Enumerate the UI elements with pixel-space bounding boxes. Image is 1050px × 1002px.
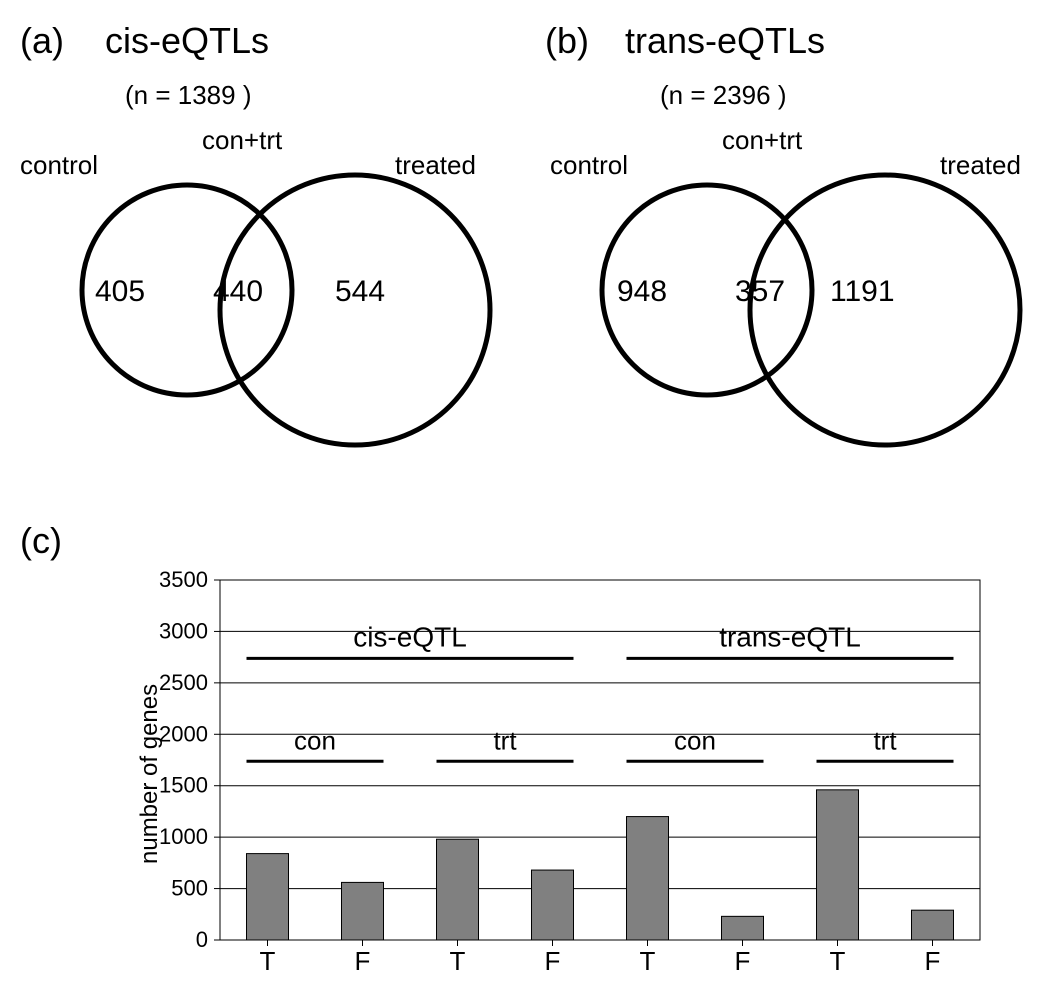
y-tick-label: 0 <box>196 927 208 952</box>
group-label: trt <box>873 725 897 755</box>
venn-a-middle-value: 440 <box>213 275 263 309</box>
panel-a-label: (a) <box>20 20 64 62</box>
group-label: con <box>294 725 336 755</box>
y-tick-label: 1000 <box>159 824 208 849</box>
venn-right-circle <box>750 175 1020 445</box>
x-tick-label: T <box>830 946 846 970</box>
panel-b-subtitle: (n = 2396 ) <box>660 80 787 111</box>
venn-right-circle <box>220 175 490 445</box>
y-axis-label: number of genes <box>136 664 164 864</box>
venn-a-right-value: 544 <box>335 275 385 309</box>
venn-a-left-label: control <box>20 150 98 181</box>
y-tick-label: 500 <box>171 876 208 901</box>
bar <box>247 854 289 940</box>
x-tick-label: T <box>260 946 276 970</box>
y-tick-label: 2500 <box>159 670 208 695</box>
y-tick-label: 3000 <box>159 618 208 643</box>
bar <box>912 910 954 940</box>
x-tick-label: F <box>355 946 371 970</box>
venn-a-left-value: 405 <box>95 275 145 309</box>
supergroup-label: cis-eQTL <box>353 621 467 652</box>
x-tick-label: F <box>545 946 561 970</box>
y-tick-label: 3500 <box>159 570 208 592</box>
venn-a-right-label: treated <box>395 150 476 181</box>
x-tick-label: T <box>450 946 466 970</box>
venn-b-left-value: 948 <box>617 275 667 309</box>
venn-b-right-label: treated <box>940 150 1021 181</box>
chart-svg: 0 500 1000 1500 2000 2500 3000 3500 T F T F T F T Fcon t… <box>140 570 1000 970</box>
bar <box>532 870 574 940</box>
venn-b-right-value: 1191 <box>830 275 895 309</box>
group-label: con <box>674 725 716 755</box>
venn-a-middle-label: con+trt <box>202 125 282 156</box>
group-label: trt <box>493 725 517 755</box>
venn-b-middle-value: 357 <box>735 275 785 309</box>
bar <box>627 817 669 940</box>
bar <box>817 790 859 940</box>
x-tick-label: T <box>640 946 656 970</box>
bar <box>342 882 384 940</box>
panel-b-title: trans-eQTLs <box>625 20 825 62</box>
x-tick-label: F <box>925 946 941 970</box>
venn-b-left-label: control <box>550 150 628 181</box>
bar <box>437 839 479 940</box>
supergroup-label: trans-eQTL <box>719 621 861 652</box>
panel-a-subtitle: (n = 1389 ) <box>125 80 252 111</box>
venn-b-middle-label: con+trt <box>722 125 802 156</box>
panel-b-label: (b) <box>545 20 589 62</box>
x-tick-label: F <box>735 946 751 970</box>
y-tick-label: 1500 <box>159 773 208 798</box>
panel-c-label: (c) <box>20 520 62 562</box>
panel-a-title: cis-eQTLs <box>105 20 269 62</box>
y-tick-label: 2000 <box>159 721 208 746</box>
bar-chart: number of genes 050010001500200025003000… <box>140 570 1000 990</box>
bar <box>722 916 764 940</box>
